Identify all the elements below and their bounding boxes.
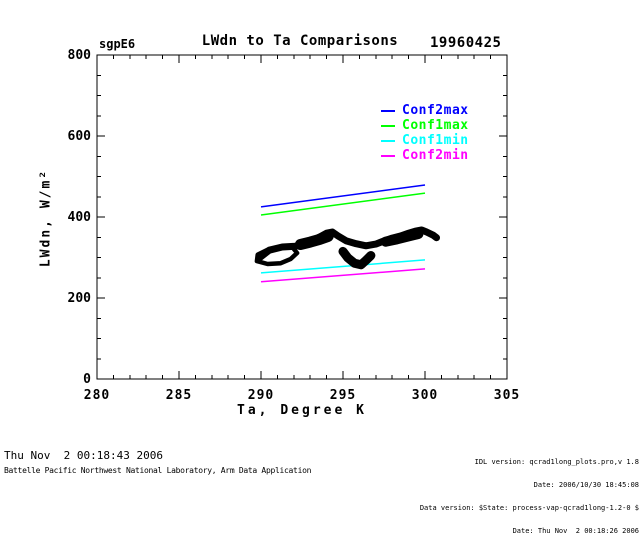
major-ticks — [96, 54, 508, 380]
plot-page: { "header": { "site": "sgpE6", "title": … — [4, 33, 639, 535]
conf2max-legend-label: Conf2max — [402, 103, 469, 118]
date-label: 19960425 — [430, 35, 502, 51]
footer-data-date: Date: Thu Nov 2 00:18:26 2006 — [512, 526, 639, 535]
conf1min-legend-label: Conf1min — [402, 133, 469, 148]
y-tick-label-800: 800 — [67, 48, 91, 63]
y-tick-label-600: 600 — [67, 129, 91, 144]
scatter-blob — [338, 246, 376, 270]
legend-row-conf2min: Conf2min — [381, 148, 469, 163]
conf1min-legend-line — [381, 139, 395, 142]
scatter-blob — [294, 230, 334, 250]
footer-timestamp: Thu Nov 2 00:18:43 2006 — [4, 449, 163, 462]
y-tick-label-200: 200 — [67, 291, 91, 306]
legend: Conf2max Conf1max Conf1min Conf2min — [381, 103, 469, 163]
legend-row-conf2max: Conf2max — [381, 103, 469, 118]
footer-organization: Battelle Pacific Northwest National Labo… — [4, 466, 312, 475]
scatter-blob — [380, 229, 424, 247]
site-label: sgpE6 — [99, 37, 136, 51]
conf2max-line — [260, 184, 426, 208]
x-tick-label-290: 290 — [247, 388, 275, 403]
conf2max-legend-line — [381, 109, 395, 112]
x-axis-title: Ta, Degree K — [237, 403, 367, 418]
conf2min-legend-label: Conf2min — [402, 148, 469, 163]
footer-version-block: IDL version: qcrad1long_plots.pro,v 1.8 … — [420, 444, 639, 543]
y-tick-label-400: 400 — [67, 210, 91, 225]
minor-ticks — [97, 55, 507, 379]
conf1min-line — [260, 259, 426, 274]
conf1max-legend-line — [381, 124, 395, 127]
x-tick-label-285: 285 — [165, 388, 193, 403]
scatter-blobs — [294, 229, 424, 270]
y-axis-title: LWdn, W/m² — [38, 168, 54, 268]
footer-idl-date: Date: 2006/10/30 18:45:08 — [533, 480, 639, 489]
x-tick-label-300: 300 — [411, 388, 439, 403]
x-tick-label-295: 295 — [329, 388, 357, 403]
conf1max-legend-label: Conf1max — [402, 118, 469, 133]
conf2min-line — [260, 268, 426, 283]
x-tick-label-305: 305 — [493, 388, 521, 403]
y-tick-label-0: 0 — [83, 372, 91, 387]
footer-data-version: Data version: $State: process-vap-qcrad1… — [419, 503, 639, 512]
footer-idl-version: IDL version: qcrad1long_plots.pro,v 1.8 — [474, 458, 639, 467]
legend-row-conf1min: Conf1min — [381, 133, 469, 148]
plot-area — [96, 54, 508, 380]
conf2min-legend-line — [381, 154, 395, 157]
page-title: LWdn to Ta Comparisons — [201, 33, 399, 49]
conf1max-line — [260, 192, 426, 216]
x-tick-label-280: 280 — [83, 388, 111, 403]
legend-row-conf1max: Conf1max — [381, 118, 469, 133]
